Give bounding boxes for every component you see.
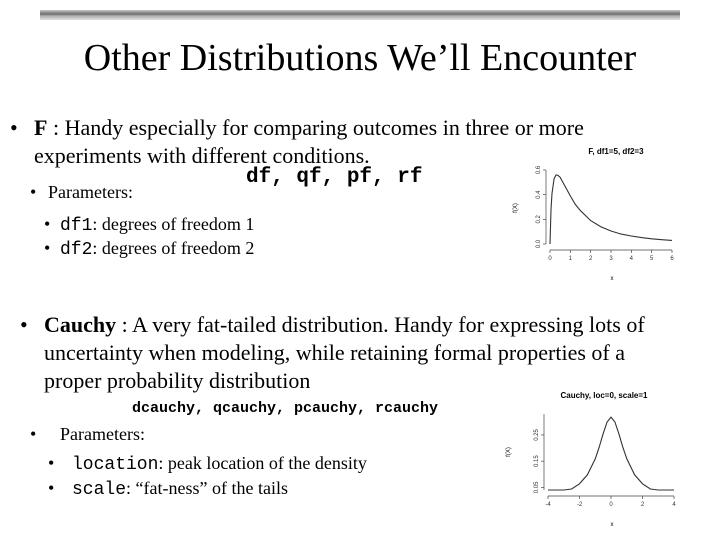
bullet-cauchy-param-2: • xyxy=(48,478,55,498)
cauchy-description-line3: proper probability distribution xyxy=(44,368,311,393)
cauchy-chart-x-tick-label: -4 xyxy=(545,502,551,508)
cauchy-param-2: scale: “fat-ness” of the tails xyxy=(72,478,288,500)
cauchy-name: Cauchy xyxy=(44,312,117,337)
cauchy-chart-xlabel: x xyxy=(611,522,614,528)
cauchy-param-1-desc: : peak location of the density xyxy=(158,453,367,473)
cauchy-chart-y-tick-label: 0.15 xyxy=(534,455,540,467)
cauchy-density-chart: Cauchy, loc=0, scale=1 f(X) x -4 -2 0 2 4 0.0… xyxy=(506,391,676,528)
cauchy-chart-title: Cauchy, loc=0, scale=1 xyxy=(560,391,648,400)
f-chart-x-tick-label: 1 xyxy=(569,256,573,262)
f-chart-x-tick-label: 4 xyxy=(630,256,634,262)
cauchy-parameters-label: Parameters: xyxy=(60,424,145,444)
cauchy-param-1: location: peak location of the density xyxy=(72,453,367,475)
bullet-f: • xyxy=(10,115,18,140)
cauchy-chart-y-tick-label: 0.25 xyxy=(534,428,540,440)
f-chart-x-tick-label: 6 xyxy=(670,256,674,262)
bullet-f-params: • xyxy=(30,182,37,202)
cauchy-chart-ylabel: f(X) xyxy=(506,447,512,457)
f-param-2-name: df2 xyxy=(60,240,93,260)
bullet-cauchy-params: • xyxy=(30,424,37,444)
cauchy-description-line2: uncertainty when modeling, while retaini… xyxy=(44,340,625,365)
f-parameters-label: Parameters: xyxy=(48,182,133,202)
cauchy-chart-x-tick-label: 0 xyxy=(609,502,613,508)
cauchy-description: Cauchy : A very fat-tailed distribution.… xyxy=(44,312,645,338)
f-param-1-desc: : degrees of freedom 1 xyxy=(92,214,255,234)
cauchy-param-2-name: scale xyxy=(72,480,127,500)
f-density-curve xyxy=(549,174,673,245)
f-description-line2: experiments with different conditions. xyxy=(34,143,370,168)
cauchy-functions: dcauchy, qcauchy, pcauchy, rcauchy xyxy=(132,400,439,417)
f-chart-ylabel: f(X) xyxy=(513,203,519,213)
f-chart-y-tick-label: 0.6 xyxy=(536,165,542,174)
f-functions: df, qf, pf, rf xyxy=(246,166,423,189)
cauchy-density-curve xyxy=(548,416,674,491)
bullet-cauchy: • xyxy=(20,312,28,337)
bullet-f-param-1: • xyxy=(44,214,51,234)
cauchy-chart-x-tick-label: 2 xyxy=(641,502,645,508)
cauchy-param-1-name: location xyxy=(72,455,159,475)
f-chart-x-tick-label: 5 xyxy=(650,256,654,262)
f-chart-xlabel: x xyxy=(611,276,614,282)
cauchy-chart-x-tick-label: 4 xyxy=(672,502,676,508)
f-chart-x-tick-label: 0 xyxy=(548,256,552,262)
f-chart-x-tick-label: 3 xyxy=(609,256,613,262)
cauchy-param-2-desc: : “fat-ness” of the tails xyxy=(126,478,288,498)
f-param-2: df2: degrees of freedom 2 xyxy=(60,238,254,260)
f-param-1-name: df1 xyxy=(60,216,93,236)
cauchy-chart-y-tick-label: 0.05 xyxy=(534,481,540,493)
bullet-f-param-2: • xyxy=(44,238,51,258)
f-description: F : Handy especially for comparing outco… xyxy=(34,115,584,141)
f-chart-y-tick-label: 0.2 xyxy=(536,215,542,224)
cauchy-description-line1: : A very fat-tailed distribution. Handy … xyxy=(116,312,645,337)
f-name: F xyxy=(34,115,48,140)
f-chart-x-tick-label: 2 xyxy=(589,256,593,262)
f-chart-title: F, df1=5, df2=3 xyxy=(588,147,644,156)
f-param-2-desc: : degrees of freedom 2 xyxy=(92,238,255,258)
f-chart-y-tick-label: 0.0 xyxy=(536,239,542,248)
slide-title: Other Distributions We’ll Encounter xyxy=(83,37,637,79)
cauchy-chart-x-tick-label: -2 xyxy=(577,502,583,508)
f-density-chart: F, df1=5, df2=3 f(X) x 0 1 2 3 4 5 6 0.0 0.2 0.4 0… xyxy=(513,147,674,282)
f-description-line1: : Handy especially for comparing outcome… xyxy=(47,115,584,140)
f-chart-y-tick-label: 0.4 xyxy=(536,190,542,199)
f-param-1: df1: degrees of freedom 1 xyxy=(60,214,254,236)
title-decoration-bar xyxy=(40,10,680,20)
bullet-cauchy-param-1: • xyxy=(48,453,55,473)
